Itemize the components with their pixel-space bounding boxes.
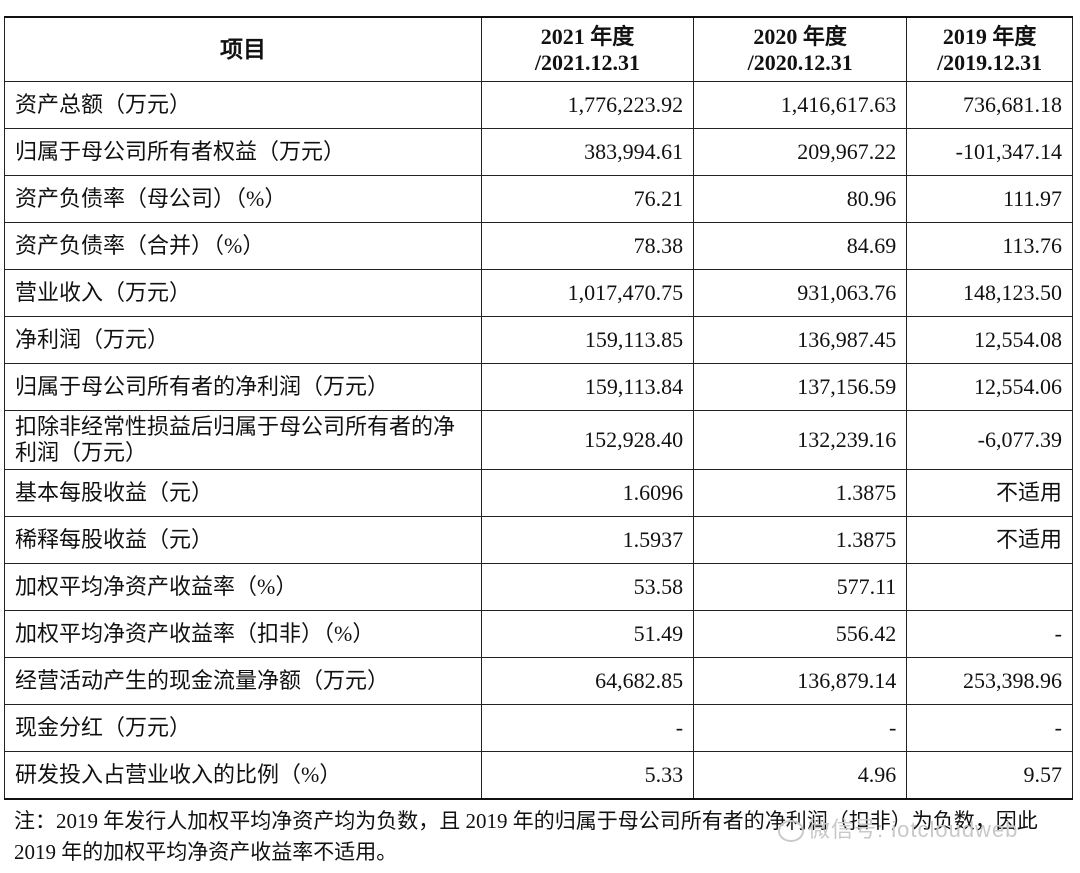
footnote: 注：2019 年发行人加权平均净资产均为负数，且 2019 年的归属于母公司所有… — [14, 809, 1038, 864]
cell-2020: 136,987.45 — [693, 316, 908, 364]
cell-2021: 5.33 — [480, 751, 695, 800]
cell-2021: 1,776,223.92 — [480, 81, 695, 129]
cell-2021: 51.49 — [480, 610, 695, 658]
cell-2020: 132,239.16 — [693, 410, 908, 470]
header-2021-year: 2021 年度 — [540, 23, 635, 49]
cell-2020: 80.96 — [693, 175, 908, 223]
cell-2019 — [906, 563, 1073, 611]
cell-2019: 736,681.18 — [906, 81, 1073, 129]
cell-2021: 1,017,470.75 — [480, 269, 695, 317]
header-2021: 2021 年度 /2021.12.31 — [480, 16, 695, 82]
table-row: 扣除非经常性损益后归属于母公司所有者的净利润（万元） 152,928.40 13… — [4, 410, 1073, 470]
header-2020-year: 2020 年度 — [753, 23, 847, 49]
cell-2020: 137,156.59 — [693, 363, 908, 411]
header-2020: 2020 年度 /2020.12.31 — [693, 16, 908, 82]
row-label: 资产负债率（合并）（%） — [4, 222, 482, 270]
cell-2019: 148,123.50 — [906, 269, 1073, 317]
cell-2021: 383,994.61 — [480, 128, 695, 176]
header-2019-year: 2019 年度 — [942, 23, 1037, 49]
row-label: 归属于母公司所有者的净利润（万元） — [4, 363, 482, 411]
cell-2019: -6,077.39 — [906, 410, 1073, 470]
table-row: 基本每股收益（元） 1.6096 1.3875 不适用 — [4, 469, 1073, 517]
cell-2020: 1.3875 — [693, 469, 908, 517]
row-label: 基本每股收益（元） — [4, 469, 482, 517]
row-label: 净利润（万元） — [4, 316, 482, 364]
header-2019-date: /2019.12.31 — [937, 49, 1043, 75]
table-row: 研发投入占营业收入的比例（%） 5.33 4.96 9.57 — [4, 751, 1073, 800]
table-header-row: 项目 2021 年度 /2021.12.31 2020 年度 /2020.12.… — [4, 16, 1073, 82]
cell-2019: 不适用 — [906, 516, 1073, 564]
row-label: 资产总额（万元） — [4, 81, 482, 129]
cell-2019: - — [906, 610, 1073, 658]
cell-2021: 78.38 — [480, 222, 695, 270]
cell-2021: 1.5937 — [480, 516, 695, 564]
cell-2020: 209,967.22 — [693, 128, 908, 176]
table-row: 归属于母公司所有者权益（万元） 383,994.61 209,967.22 -1… — [4, 128, 1073, 176]
cell-2021: 152,928.40 — [480, 410, 695, 470]
row-label: 加权平均净资产收益率（扣非）（%） — [4, 610, 482, 658]
header-2019: 2019 年度 /2019.12.31 — [906, 16, 1073, 82]
cell-2019: 12,554.06 — [906, 363, 1073, 411]
cell-2021: - — [480, 704, 695, 752]
cell-2020: 1,416,617.63 — [693, 81, 908, 129]
table-row: 现金分红（万元） - - - — [4, 704, 1073, 752]
cell-2019: 111.97 — [906, 175, 1073, 223]
cell-2021: 76.21 — [480, 175, 695, 223]
table-row: 营业收入（万元） 1,017,470.75 931,063.76 148,123… — [4, 269, 1073, 317]
cell-2020: - — [693, 704, 908, 752]
cell-2020: 931,063.76 — [693, 269, 908, 317]
cell-2020: 1.3875 — [693, 516, 908, 564]
table-row: 稀释每股收益（元） 1.5937 1.3875 不适用 — [4, 516, 1073, 564]
row-label: 归属于母公司所有者权益（万元） — [4, 128, 482, 176]
table-row: 资产负债率（母公司）（%） 76.21 80.96 111.97 — [4, 175, 1073, 223]
table-row: 加权平均净资产收益率（扣非）（%） 51.49 556.42 - — [4, 610, 1073, 658]
table-row: 归属于母公司所有者的净利润（万元） 159,113.84 137,156.59 … — [4, 363, 1073, 411]
cell-2020: 136,879.14 — [693, 657, 908, 705]
table-row: 资产负债率（合并）（%） 78.38 84.69 113.76 — [4, 222, 1073, 270]
cell-2021: 1.6096 — [480, 469, 695, 517]
row-label: 研发投入占营业收入的比例（%） — [4, 751, 482, 800]
row-label: 稀释每股收益（元） — [4, 516, 482, 564]
cell-2021: 64,682.85 — [480, 657, 695, 705]
cell-2021: 159,113.85 — [480, 316, 695, 364]
cell-2020: 4.96 — [693, 751, 908, 800]
table-row: 资产总额（万元） 1,776,223.92 1,416,617.63 736,6… — [4, 81, 1073, 129]
cell-2021: 159,113.84 — [480, 363, 695, 411]
cell-2021: 53.58 — [480, 563, 695, 611]
cell-2019: -101,347.14 — [906, 128, 1073, 176]
row-label: 资产负债率（母公司）（%） — [4, 175, 482, 223]
watermark: 微信号: iotcloudweb — [778, 812, 1018, 844]
cell-2019: 12,554.08 — [906, 316, 1073, 364]
row-label: 经营活动产生的现金流量净额（万元） — [4, 657, 482, 705]
header-item: 项目 — [4, 16, 482, 82]
table-row: 经营活动产生的现金流量净额（万元） 64,682.85 136,879.14 2… — [4, 657, 1073, 705]
cell-2019: 9.57 — [906, 751, 1073, 800]
cell-2020: 577.11 — [693, 563, 908, 611]
cell-2019: - — [906, 704, 1073, 752]
table-row: 净利润（万元） 159,113.85 136,987.45 12,554.08 — [4, 316, 1073, 364]
row-label: 加权平均净资产收益率（%） — [4, 563, 482, 611]
cell-2020: 556.42 — [693, 610, 908, 658]
cell-2020: 84.69 — [693, 222, 908, 270]
financial-data-table: 项目 2021 年度 /2021.12.31 2020 年度 /2020.12.… — [4, 16, 1073, 800]
cell-2019: 253,398.96 — [906, 657, 1073, 705]
cell-2019: 不适用 — [906, 469, 1073, 517]
row-label: 营业收入（万元） — [4, 269, 482, 317]
header-2021-date: /2021.12.31 — [534, 49, 641, 75]
table-row: 加权平均净资产收益率（%） 53.58 577.11 — [4, 563, 1073, 611]
watermark-text: 微信号: iotcloudweb — [808, 817, 1019, 842]
row-label: 扣除非经常性损益后归属于母公司所有者的净利润（万元） — [4, 410, 482, 470]
header-2020-date: /2020.12.31 — [747, 49, 853, 75]
row-label: 现金分红（万元） — [4, 704, 482, 752]
wechat-icon — [778, 820, 804, 843]
cell-2019: 113.76 — [906, 222, 1073, 270]
